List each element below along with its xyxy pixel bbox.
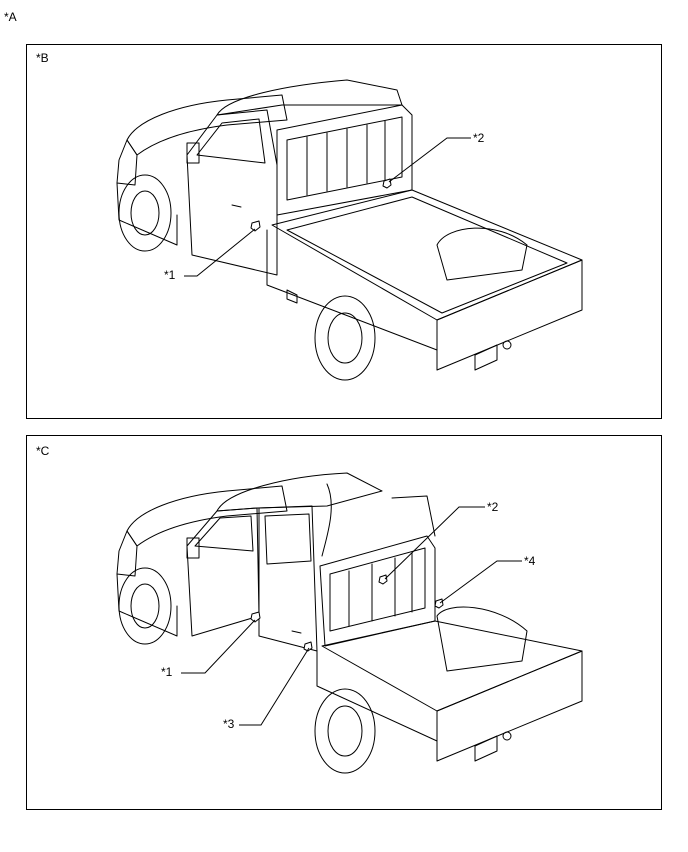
double-cab-pickup-drawing bbox=[116, 472, 583, 774]
figure-label: *A bbox=[4, 10, 17, 24]
panel-single-cab: *B bbox=[26, 44, 662, 419]
callout-4: *4 bbox=[524, 554, 536, 568]
clip-2-icon bbox=[378, 574, 388, 585]
clip-3-icon bbox=[303, 641, 313, 652]
callout-2: *2 bbox=[473, 131, 485, 145]
single-cab-pickup-drawing bbox=[116, 79, 583, 381]
clip-1-icon bbox=[250, 220, 261, 232]
clip-2-icon bbox=[382, 178, 392, 189]
callout-3: *3 bbox=[223, 717, 235, 731]
panel-label: *B bbox=[36, 51, 49, 65]
panel-label: *C bbox=[36, 444, 50, 458]
panel-double-cab: *C bbox=[26, 435, 662, 810]
clip-4-icon bbox=[434, 598, 444, 609]
callout-2: *2 bbox=[487, 500, 499, 514]
clip-1-icon bbox=[250, 611, 261, 623]
callout-1: *1 bbox=[164, 268, 176, 282]
callout-1: *1 bbox=[161, 665, 173, 679]
